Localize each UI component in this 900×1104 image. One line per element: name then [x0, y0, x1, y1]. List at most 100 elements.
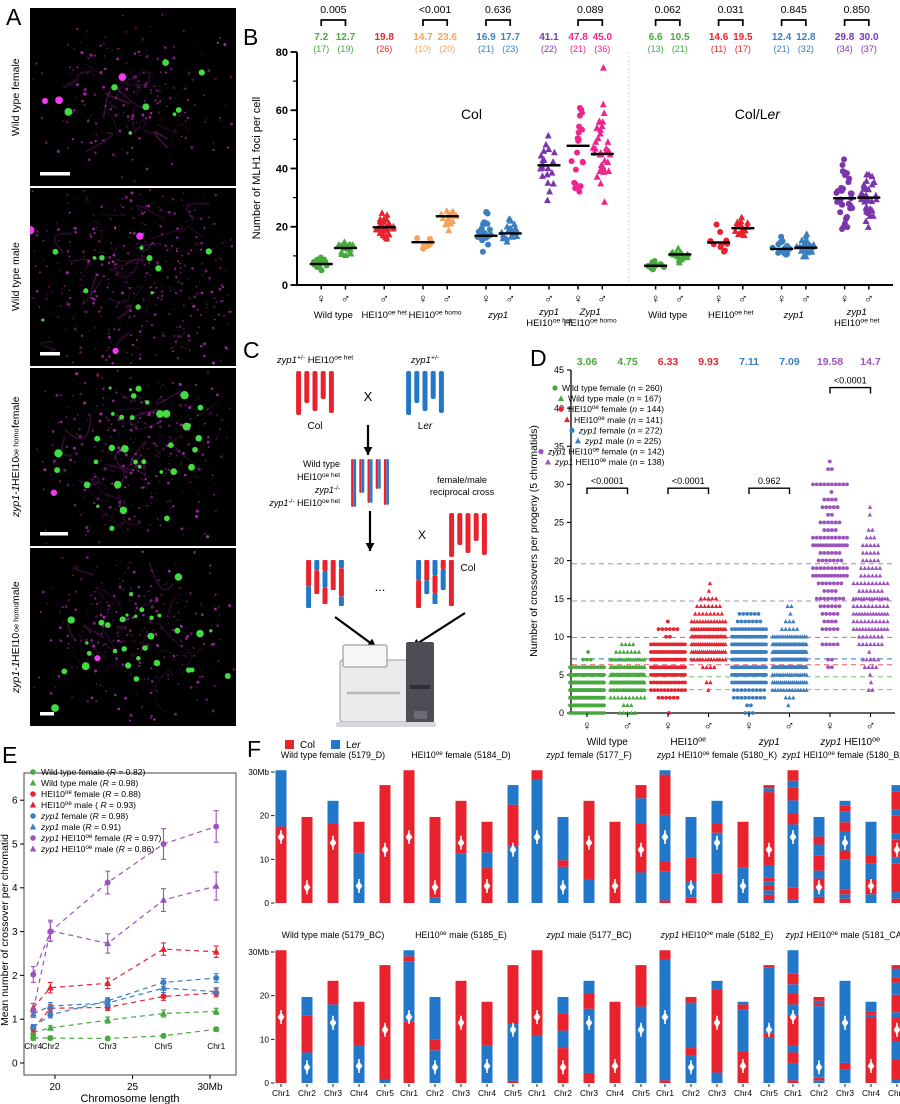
swarm-column: [731, 213, 752, 239]
svg-text:HEI10oe het: HEI10oe het: [297, 472, 340, 482]
centromere-marker: [405, 1012, 413, 1022]
centromere-marker: [687, 882, 695, 893]
svg-text:♀: ♀: [651, 291, 661, 306]
svg-text:Wild type male (R = 0.98): Wild type male (R = 0.98): [41, 778, 138, 788]
svg-text:Chr4: Chr4: [478, 1088, 496, 1098]
chromosome-bar: [327, 980, 339, 1083]
svg-text:(34): (34): [837, 44, 853, 54]
svg-text:HEI10oe male (n = 141): HEI10oe male (n = 141): [574, 415, 663, 425]
svg-text:zyp1: zyp1: [758, 737, 780, 748]
svg-text:9.93: 9.93: [698, 356, 719, 368]
svg-text:Chr1: Chr1: [784, 1088, 802, 1098]
svg-text:♀: ♀: [663, 718, 673, 733]
svg-text:♀: ♀: [418, 291, 428, 306]
swarm-column: [649, 619, 687, 715]
svg-text:14.6: 14.6: [709, 32, 729, 43]
svg-text:(21): (21): [478, 44, 494, 54]
svg-text:(17): (17): [313, 44, 329, 54]
svg-text:0.636: 0.636: [485, 4, 511, 16]
centromere-marker: [841, 837, 849, 848]
chromosome-bar: [301, 816, 313, 903]
svg-text:(21): (21): [774, 44, 790, 54]
centromere-marker: [637, 844, 645, 855]
micrograph-label: Wild type male: [10, 242, 22, 312]
centromere-marker: [585, 837, 593, 848]
svg-text:60: 60: [276, 105, 288, 117]
svg-text:(32): (32): [798, 44, 814, 54]
svg-text:Chr4: Chr4: [862, 1088, 880, 1098]
svg-text:Chr5: Chr5: [504, 1088, 522, 1098]
chromosome-bar: [787, 770, 799, 903]
centromere-marker: [893, 1024, 900, 1035]
svg-text:♂: ♂: [675, 291, 685, 306]
svg-text:80: 80: [276, 47, 288, 59]
svg-text:HEI10oe female (R = 0.88): HEI10oe female (R = 0.88): [41, 789, 141, 799]
svg-text:0.062: 0.062: [655, 4, 681, 16]
centromere-marker: [509, 1024, 517, 1035]
svg-text:Chr4: Chr4: [734, 1088, 752, 1098]
svg-text:45: 45: [554, 365, 564, 375]
centromere-marker: [355, 881, 363, 891]
micrograph-label: Wild type female: [10, 58, 22, 136]
svg-text:0: 0: [264, 1078, 269, 1088]
svg-text:♂: ♂: [866, 718, 876, 733]
chromosome-bar: [481, 1001, 493, 1083]
centromere-marker: [867, 1061, 875, 1071]
chromosome-bar: [659, 770, 671, 903]
svg-text:♀: ♀: [744, 718, 754, 733]
chromosome-bar: [327, 800, 339, 903]
swarm-column: [769, 233, 793, 258]
panel-e-crossover-vs-length-chart: 0 1 2 3 4 5 6 20 25 30Mb Chromosome length Mean num…: [0, 767, 237, 1104]
svg-text:4.75: 4.75: [617, 356, 638, 368]
centromere-marker: [611, 1061, 619, 1071]
chromosome-bar: [685, 996, 697, 1083]
svg-text:Chr4: Chr4: [24, 1041, 42, 1051]
svg-text:♂: ♂: [379, 291, 389, 306]
swarm-column: [568, 650, 606, 715]
dna-sequencer-icon: [336, 642, 436, 727]
chromosome-bar: [891, 785, 900, 903]
svg-text:2: 2: [12, 971, 18, 982]
svg-text:6: 6: [12, 796, 18, 807]
svg-text:10: 10: [554, 632, 564, 642]
swarm-column: [437, 206, 460, 234]
svg-text:Wild type: Wild type: [648, 310, 687, 321]
svg-text:(23): (23): [502, 44, 518, 54]
panel-f-genotype-bars-chart: Col Ler 30Mb 20 10 0 30Mb 20 10 0 Wild type female…: [248, 740, 900, 1098]
svg-text:♀: ♀: [825, 718, 835, 733]
svg-text:zyp1 HEI10oe female (5180_K): zyp1 HEI10oe female (5180_K): [656, 750, 777, 760]
chromosome-bar: [839, 800, 851, 903]
svg-text:12.8: 12.8: [796, 32, 816, 43]
svg-text:19.5: 19.5: [733, 32, 753, 43]
svg-text:HEI10oe female (n = 144): HEI10oe female (n = 144): [568, 404, 664, 414]
svg-text:35: 35: [554, 441, 564, 451]
svg-text:0: 0: [559, 708, 564, 718]
svg-text:HEI10oe het: HEI10oe het: [708, 310, 753, 321]
fluorescence-micrograph: [30, 8, 236, 186]
panel-f-letter: F: [247, 736, 262, 762]
scale-bar: [40, 712, 54, 716]
svg-text:0.031: 0.031: [718, 4, 744, 16]
chromosome-bar: [455, 800, 467, 903]
svg-text:Chr1: Chr1: [272, 1088, 290, 1098]
svg-text:Wild type: Wild type: [314, 310, 353, 321]
svg-text:Ler: Ler: [418, 421, 433, 432]
swarm-column: [335, 238, 357, 258]
svg-text:Wild type male (5179_BC): Wild type male (5179_BC): [282, 930, 385, 940]
chromosome-bar: [379, 785, 391, 903]
svg-text:29.8: 29.8: [835, 32, 855, 43]
chromosome-bar: [429, 816, 441, 903]
chromosome-bar: [813, 996, 825, 1083]
chromosome-bar: [403, 770, 415, 903]
svg-text:Wild type female (5179_D): Wild type female (5179_D): [281, 750, 385, 760]
centromere-marker: [739, 1061, 747, 1071]
svg-text:♀: ♀: [840, 291, 850, 306]
svg-text:Wild type female (n = 260): Wild type female (n = 260): [562, 383, 663, 393]
swarm-column: [707, 221, 731, 255]
chromosome-bar: [659, 950, 671, 1083]
svg-text:Zyp1: Zyp1: [579, 307, 601, 318]
chromosome-bar: [275, 950, 287, 1083]
svg-text:Chr5: Chr5: [155, 1041, 173, 1051]
chromosome-bar: [865, 1001, 877, 1083]
chromosome-bar: [635, 785, 647, 903]
